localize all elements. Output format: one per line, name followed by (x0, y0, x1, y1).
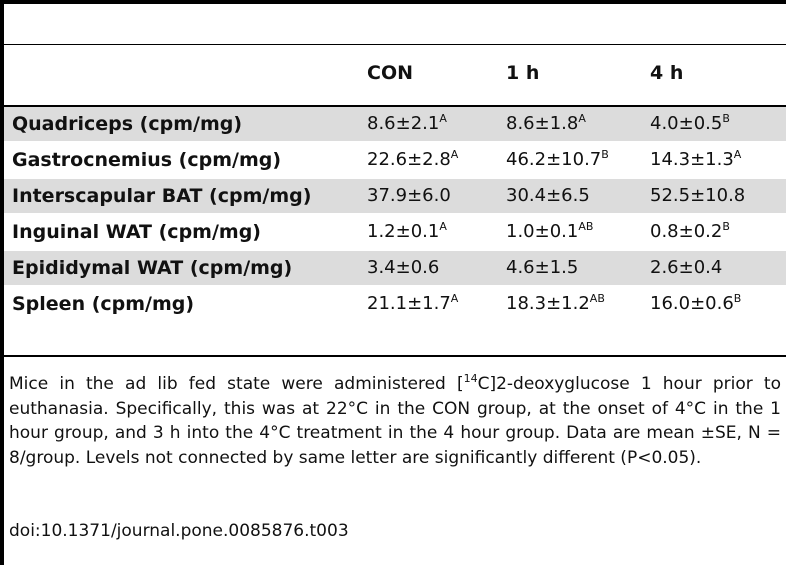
table-row: Epididymal WAT (cpm/mg) 3.4±0.6 4.6±1.5 … (4, 251, 786, 285)
row-label: Epididymal WAT (cpm/mg) (12, 257, 293, 279)
doi-text: doi:10.1371/journal.pone.0085876.t003 (9, 521, 349, 541)
cell-con: 22.6±2.8A (367, 148, 459, 170)
table-row: Interscapular BAT (cpm/mg) 37.9±6.0 30.4… (4, 179, 786, 213)
cell-4h: 0.8±0.2B (650, 220, 730, 242)
cell-1h: 18.3±1.2AB (506, 292, 605, 314)
cell-4h: 16.0±0.6B (650, 292, 742, 314)
table-bottom-rule (4, 355, 786, 357)
cell-1h: 4.6±1.5 (506, 257, 579, 278)
cell-1h: 46.2±10.7B (506, 148, 609, 170)
cell-1h: 30.4±6.5 (506, 185, 590, 206)
cell-1h: 8.6±1.8A (506, 112, 586, 134)
table-footnote: Mice in the ad lib fed state were admini… (9, 372, 781, 468)
cell-4h: 52.5±10.8 (650, 185, 746, 206)
header-top-rule (4, 44, 786, 45)
row-label: Quadriceps (cpm/mg) (12, 113, 243, 135)
row-label: Inguinal WAT (cpm/mg) (12, 221, 261, 243)
top-rule (0, 0, 786, 4)
cell-con: 37.9±6.0 (367, 185, 451, 206)
table-row: Gastrocnemius (cpm/mg) 22.6±2.8A 46.2±10… (4, 143, 786, 177)
cell-con: 3.4±0.6 (367, 257, 440, 278)
cell-4h: 2.6±0.4 (650, 257, 723, 278)
cell-1h: 1.0±0.1AB (506, 220, 594, 242)
cell-con: 1.2±0.1A (367, 220, 447, 242)
header-con: CON (367, 62, 413, 84)
cell-4h: 4.0±0.5B (650, 112, 730, 134)
row-label: Spleen (cpm/mg) (12, 293, 195, 315)
cell-con: 21.1±1.7A (367, 292, 459, 314)
table-header-row: CON 1 h 4 h (4, 58, 786, 88)
header-1h: 1 h (506, 62, 540, 84)
row-label: Gastrocnemius (cpm/mg) (12, 149, 282, 171)
cell-con: 8.6±2.1A (367, 112, 447, 134)
header-bottom-rule (4, 105, 786, 107)
cell-4h: 14.3±1.3A (650, 148, 742, 170)
row-label: Interscapular BAT (cpm/mg) (12, 185, 312, 207)
table-row: Quadriceps (cpm/mg) 8.6±2.1A 8.6±1.8A 4.… (4, 107, 786, 141)
header-4h: 4 h (650, 62, 684, 84)
table-row: Inguinal WAT (cpm/mg) 1.2±0.1A 1.0±0.1AB… (4, 215, 786, 249)
table-row: Spleen (cpm/mg) 21.1±1.7A 18.3±1.2AB 16.… (4, 287, 786, 321)
